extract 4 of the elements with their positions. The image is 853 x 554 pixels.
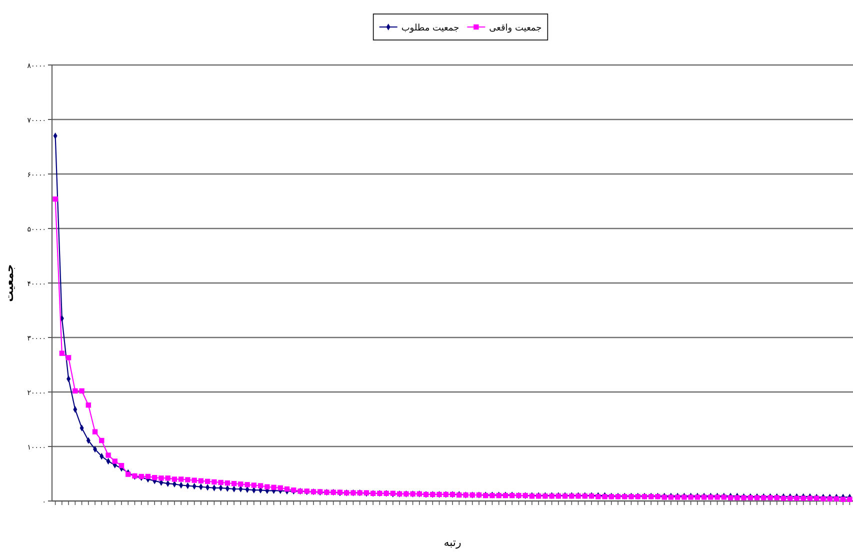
legend-label: جمعیت واقعی xyxy=(489,24,542,34)
x-axis-title: رتبه xyxy=(444,536,462,549)
y-axis-title: جمعیت xyxy=(3,264,16,302)
legend-label: جمعیت مطلوب xyxy=(401,24,460,34)
